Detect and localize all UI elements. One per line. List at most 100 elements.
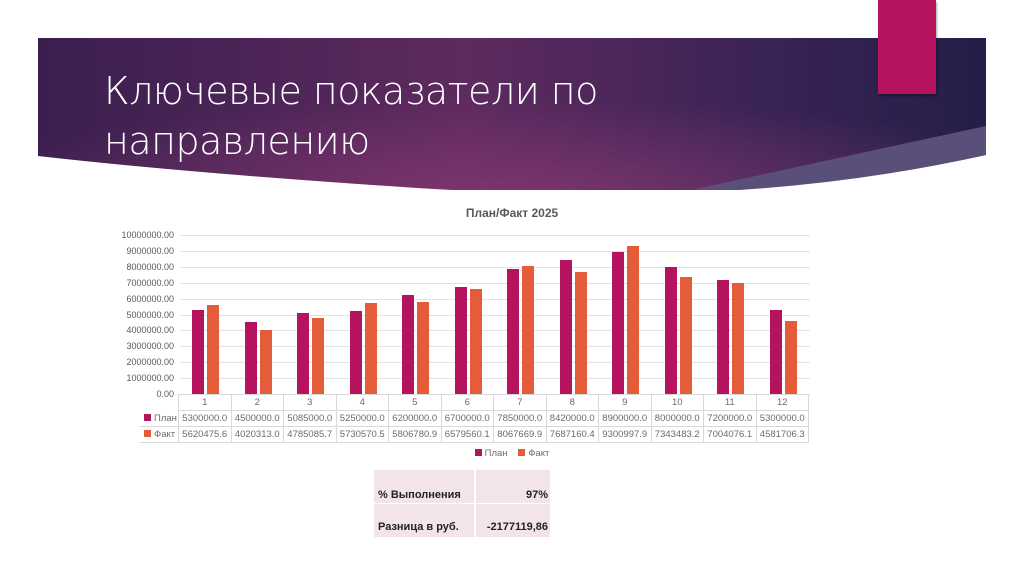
table-cell: 8067669.9 — [493, 426, 547, 443]
column-divider — [474, 470, 476, 537]
difference-value: -2177119,86 — [486, 521, 548, 533]
fact-bar — [259, 330, 272, 394]
fact-bar — [417, 301, 430, 394]
plan-legend-icon — [474, 449, 482, 456]
table-cell: 8900000.0 — [598, 410, 652, 427]
banner-shape — [38, 38, 986, 190]
table-cell: 5620475.6 — [178, 426, 232, 443]
table-cell: 8000000.0 — [650, 410, 704, 427]
category-label: 3 — [283, 394, 337, 411]
title-line-1: Ключевые показатели по — [104, 69, 598, 113]
plan-bar — [664, 266, 677, 394]
category-label: 8 — [545, 394, 599, 411]
category-label: 10 — [650, 394, 704, 411]
fact-bar — [784, 321, 797, 394]
plan-bar — [559, 260, 572, 394]
plan-bar — [769, 309, 782, 394]
legend-plan: План — [474, 448, 508, 459]
fact-bar — [207, 304, 220, 394]
fact-bar — [364, 302, 377, 394]
title-banner — [38, 38, 986, 190]
gridline — [180, 346, 810, 347]
gridline — [180, 362, 810, 363]
table-cell: 5300000.0 — [755, 410, 809, 427]
plan-bar — [717, 279, 730, 394]
y-tick-label: 8000000.00 — [126, 261, 174, 272]
gridline — [180, 299, 810, 300]
table-cell: 7343483.2 — [650, 426, 704, 443]
table-cell: 7687160.4 — [545, 426, 599, 443]
fact-bar — [312, 317, 325, 394]
category-label: 12 — [755, 394, 809, 411]
y-tick-label: 7000000.00 — [126, 277, 174, 288]
y-tick-label: 6000000.00 — [126, 293, 174, 304]
category-label: 9 — [598, 394, 652, 411]
summary-row-completion: % Выполнения 97% — [374, 470, 550, 503]
gridline — [180, 283, 810, 284]
table-cell: 4500000.0 — [230, 410, 284, 427]
fact-bar — [574, 271, 587, 394]
y-tick-label: 5000000.00 — [126, 309, 174, 320]
plan-bar — [244, 322, 257, 394]
table-cell: 6200000.0 — [388, 410, 442, 427]
fact-bar — [469, 289, 482, 394]
gridline — [180, 378, 810, 379]
table-cell: 5730570.5 — [335, 426, 389, 443]
y-tick-label: 9000000.00 — [126, 245, 174, 256]
plan-bar — [192, 309, 205, 394]
fact-row: Факт 5620475.6 4020313.0 4785085.7 5730570.… — [140, 426, 809, 443]
plan-swatch-icon — [144, 413, 151, 421]
slide-title: Ключевые показатели по направлению — [104, 66, 704, 166]
category-label: 7 — [493, 394, 547, 411]
plan-bar — [454, 287, 467, 394]
title-line-2: направлению — [104, 119, 370, 163]
y-tick-label: 1000000.00 — [126, 373, 174, 384]
table-cell: 8420000.0 — [545, 410, 599, 427]
gridline — [180, 251, 810, 252]
fact-bar — [679, 277, 692, 394]
fact-bar — [732, 282, 745, 394]
category-label: 1 — [178, 394, 232, 411]
accent-bar — [878, 0, 936, 94]
y-tick-label: 0.00 — [156, 389, 174, 399]
table-cell: 7200000.0 — [703, 410, 757, 427]
plan-bar — [507, 269, 520, 394]
completion-value: 97% — [525, 489, 548, 501]
completion-label: % Выполнения — [378, 489, 461, 501]
plan-bar — [297, 313, 310, 394]
chart-legend: План Факт — [0, 448, 1024, 459]
y-tick-label: 2000000.00 — [126, 357, 174, 368]
table-cell: 5250000.0 — [335, 410, 389, 427]
table-cell: 4581706.3 — [755, 426, 809, 443]
legend-fact: Факт — [518, 448, 549, 459]
y-tick-label: 4000000.00 — [126, 325, 174, 336]
category-label: 4 — [335, 394, 389, 411]
plan-bar — [612, 252, 625, 394]
table-cell: 4785085.7 — [283, 426, 337, 443]
y-tick-label: 10000000.00 — [121, 230, 174, 240]
data-table: 1 2 3 4 5 6 7 8 9 10 11 12 План 5300000.0 4500000.0 5… — [140, 394, 809, 443]
category-label: 2 — [230, 394, 284, 411]
table-cell: 5085000.0 — [283, 410, 337, 427]
fact-bar — [522, 265, 535, 394]
table-cell: 9300997.9 — [598, 426, 652, 443]
category-label: 11 — [703, 394, 757, 411]
category-label: 6 — [440, 394, 494, 411]
plan-bar — [349, 310, 362, 394]
fact-bar — [627, 246, 640, 394]
summary-table: % Выполнения 97% Разница в руб. -2177119… — [374, 470, 550, 537]
chart-title: План/Факт 2025 — [465, 206, 559, 220]
table-cell: 6700000.0 — [440, 410, 494, 427]
category-row: 1 2 3 4 5 6 7 8 9 10 11 12 — [140, 394, 809, 411]
gridline — [180, 235, 810, 236]
gridline — [180, 267, 810, 268]
plan-bar — [402, 295, 415, 394]
difference-label: Разница в руб. — [378, 521, 459, 533]
summary-row-difference: Разница в руб. -2177119,86 — [374, 504, 550, 537]
gridline — [180, 315, 810, 316]
table-cell: 7850000.0 — [493, 410, 547, 427]
plan-row: План 5300000.0 4500000.0 5085000.0 5250000.… — [140, 410, 809, 427]
fact-legend-icon — [518, 449, 526, 456]
fact-swatch-icon — [144, 430, 151, 437]
table-cell: 5806780.9 — [388, 426, 442, 443]
